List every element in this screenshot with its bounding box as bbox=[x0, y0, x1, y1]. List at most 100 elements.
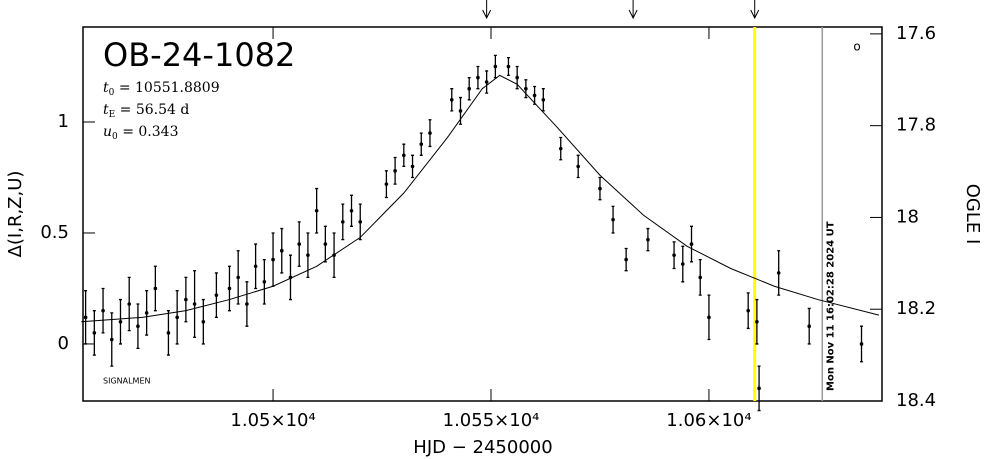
y-axis-label: Δ(I,R,Z,U) bbox=[5, 171, 26, 258]
fit-parameter: u0 = 0.343 bbox=[103, 124, 178, 142]
data-point bbox=[358, 220, 363, 224]
data-point bbox=[384, 182, 389, 186]
fit-parameter: t0 = 10551.8809 bbox=[103, 80, 220, 98]
data-point bbox=[624, 257, 628, 262]
data-point bbox=[524, 86, 528, 91]
data-point bbox=[558, 146, 563, 151]
data-point bbox=[245, 302, 249, 306]
param-symbol: t bbox=[103, 80, 109, 96]
data-point bbox=[332, 253, 336, 257]
data-point bbox=[175, 315, 179, 320]
y2-tick-label: 17.8 bbox=[896, 115, 936, 136]
data-point bbox=[306, 253, 310, 257]
data-point bbox=[428, 131, 432, 135]
param-subscript: 0 bbox=[109, 88, 115, 98]
data-point bbox=[184, 297, 188, 302]
data-point bbox=[419, 142, 424, 146]
data-point bbox=[776, 271, 781, 275]
data-point bbox=[288, 275, 293, 280]
data-point bbox=[755, 319, 759, 324]
data-point bbox=[402, 153, 406, 158]
param-subscript: 0 bbox=[112, 132, 118, 142]
data-point bbox=[646, 237, 650, 242]
data-point bbox=[136, 324, 140, 329]
data-point bbox=[493, 64, 498, 69]
y2-tick-label: 17.6 bbox=[896, 23, 936, 44]
data-point bbox=[611, 217, 615, 222]
data-point bbox=[515, 75, 519, 80]
data-point bbox=[340, 220, 345, 224]
data-point bbox=[127, 302, 132, 306]
data-point bbox=[92, 331, 97, 335]
y-tick-label: 0.5 bbox=[40, 222, 69, 243]
data-point bbox=[253, 264, 258, 269]
data-point bbox=[271, 257, 275, 262]
x-axis-label: HJD − 2450000 bbox=[413, 437, 552, 458]
fit-parameter: tE = 56.54 d bbox=[103, 102, 189, 120]
corner-mark: o bbox=[853, 40, 860, 54]
arrow bbox=[482, 0, 492, 20]
data-point bbox=[449, 98, 454, 102]
data-point bbox=[262, 280, 267, 284]
credit: SIGNALMEN bbox=[103, 377, 151, 386]
param-value: = 10551.8809 bbox=[114, 80, 219, 96]
data-point bbox=[144, 311, 149, 315]
data-point bbox=[192, 302, 197, 306]
data-point bbox=[807, 324, 812, 329]
data-point bbox=[467, 86, 472, 91]
data-point bbox=[393, 169, 397, 173]
data-point bbox=[746, 308, 750, 313]
data-point bbox=[279, 248, 284, 253]
y2-tick-label: 18.2 bbox=[896, 298, 936, 319]
arrow bbox=[628, 0, 638, 20]
y2-tick-label: 18 bbox=[896, 206, 919, 227]
data-point bbox=[166, 331, 171, 335]
data-point bbox=[227, 286, 232, 291]
data-point bbox=[214, 293, 219, 297]
arrow bbox=[750, 0, 760, 20]
y-tick-label: 1 bbox=[58, 111, 69, 132]
timestamp: Mon Nov 11 16:02:28 2024 UT bbox=[825, 221, 836, 391]
data-point bbox=[101, 308, 105, 313]
data-point bbox=[672, 253, 676, 257]
data-point bbox=[410, 164, 415, 169]
data-point bbox=[532, 93, 537, 98]
data-point bbox=[484, 80, 489, 84]
data-point bbox=[83, 315, 88, 320]
param-symbol: u bbox=[103, 124, 112, 140]
model-curve bbox=[81, 74, 880, 323]
data-point bbox=[297, 242, 302, 246]
data-point bbox=[236, 275, 240, 280]
y-tick-label: 0 bbox=[58, 333, 69, 354]
x-tick-label: 1.05×10⁴ bbox=[230, 410, 315, 431]
data-point bbox=[109, 337, 114, 342]
data-point bbox=[689, 242, 694, 246]
param-subscript: E bbox=[109, 110, 116, 120]
data-point bbox=[201, 319, 206, 324]
data-point bbox=[314, 208, 319, 213]
x-tick-label: 1.06×10⁴ bbox=[666, 410, 751, 431]
param-value: = 56.54 d bbox=[115, 102, 189, 118]
data-point bbox=[541, 98, 546, 102]
data-point bbox=[323, 242, 328, 246]
data-point bbox=[707, 315, 711, 320]
chart-title: OB-24-1082 bbox=[103, 36, 295, 74]
data-point bbox=[349, 208, 354, 213]
data-point bbox=[458, 109, 463, 113]
plot-frame bbox=[82, 26, 883, 402]
data-point bbox=[698, 275, 703, 280]
data-point bbox=[118, 319, 123, 324]
data-point bbox=[598, 186, 602, 191]
y2-axis-label: OGLE I bbox=[962, 184, 983, 245]
param-symbol: t bbox=[103, 102, 109, 118]
data-point bbox=[153, 286, 158, 291]
data-point bbox=[859, 342, 864, 346]
x-tick-label: 1.055×10⁴ bbox=[443, 410, 540, 431]
data-point bbox=[757, 386, 761, 391]
data-point bbox=[576, 164, 580, 169]
data-point bbox=[680, 262, 685, 266]
data-point bbox=[506, 64, 511, 69]
data-point bbox=[476, 75, 480, 80]
param-value: = 0.343 bbox=[118, 124, 179, 140]
